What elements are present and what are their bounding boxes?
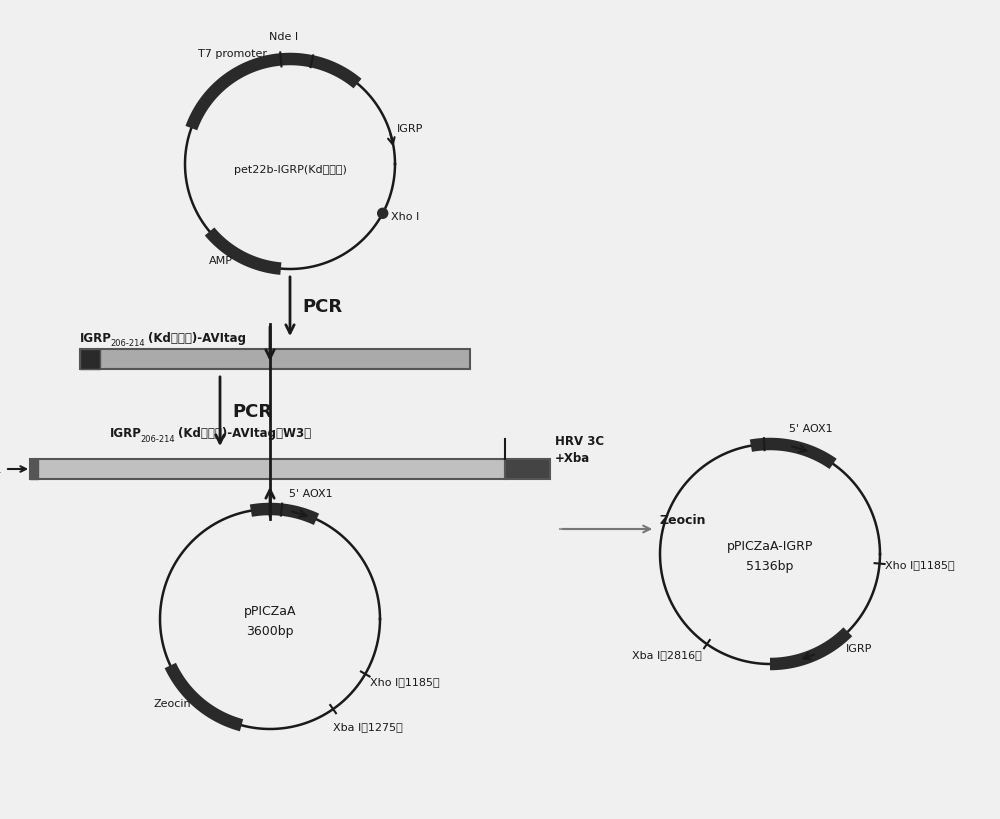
Text: (Kd不全長)-AVItag: (Kd不全長)-AVItag — [148, 332, 246, 345]
Text: pPICZaA-IGRP: pPICZaA-IGRP — [727, 540, 813, 553]
Text: +Xba: +Xba — [555, 451, 590, 464]
Text: IGRP: IGRP — [846, 644, 872, 654]
Text: 5' AOX1: 5' AOX1 — [789, 423, 833, 433]
Bar — [80, 350, 470, 369]
Text: PCR: PCR — [232, 403, 272, 421]
Text: Xho I（1185）: Xho I（1185） — [885, 559, 954, 569]
Text: IGRP: IGRP — [110, 427, 142, 440]
Text: Xho1: Xho1 — [0, 464, 2, 474]
Text: T7 promoter: T7 promoter — [198, 49, 267, 59]
Bar — [505, 459, 550, 479]
Text: Xba I（2816）: Xba I（2816） — [632, 649, 702, 659]
Text: Xho I（1185）: Xho I（1185） — [370, 676, 440, 686]
Text: AMP: AMP — [209, 256, 233, 265]
Text: Xho I: Xho I — [391, 212, 419, 222]
Bar — [30, 459, 505, 479]
Text: HRV 3C: HRV 3C — [555, 434, 604, 447]
Text: Zeocin: Zeocin — [154, 699, 191, 708]
Text: 206-214: 206-214 — [110, 338, 145, 347]
Text: 5136bp: 5136bp — [746, 560, 794, 572]
Text: PCR: PCR — [302, 298, 342, 316]
Text: IGRP: IGRP — [80, 332, 112, 345]
Text: pet22b-IGRP(Kd不全長): pet22b-IGRP(Kd不全長) — [234, 165, 346, 174]
Text: 3600bp: 3600bp — [246, 625, 294, 638]
Text: Xba I（1275）: Xba I（1275） — [333, 722, 403, 731]
Text: (Kd不全長)-AVItag（W3）: (Kd不全長)-AVItag（W3） — [178, 427, 311, 440]
Text: 5' AOX1: 5' AOX1 — [289, 488, 333, 498]
Circle shape — [378, 209, 388, 219]
Text: 206-214: 206-214 — [140, 434, 175, 443]
Bar — [80, 350, 100, 369]
Text: IGRP: IGRP — [397, 124, 423, 134]
Text: pPICZaA: pPICZaA — [244, 604, 296, 618]
Text: Zeocin: Zeocin — [660, 514, 706, 527]
Bar — [30, 459, 38, 479]
Text: Nde I: Nde I — [269, 33, 298, 43]
